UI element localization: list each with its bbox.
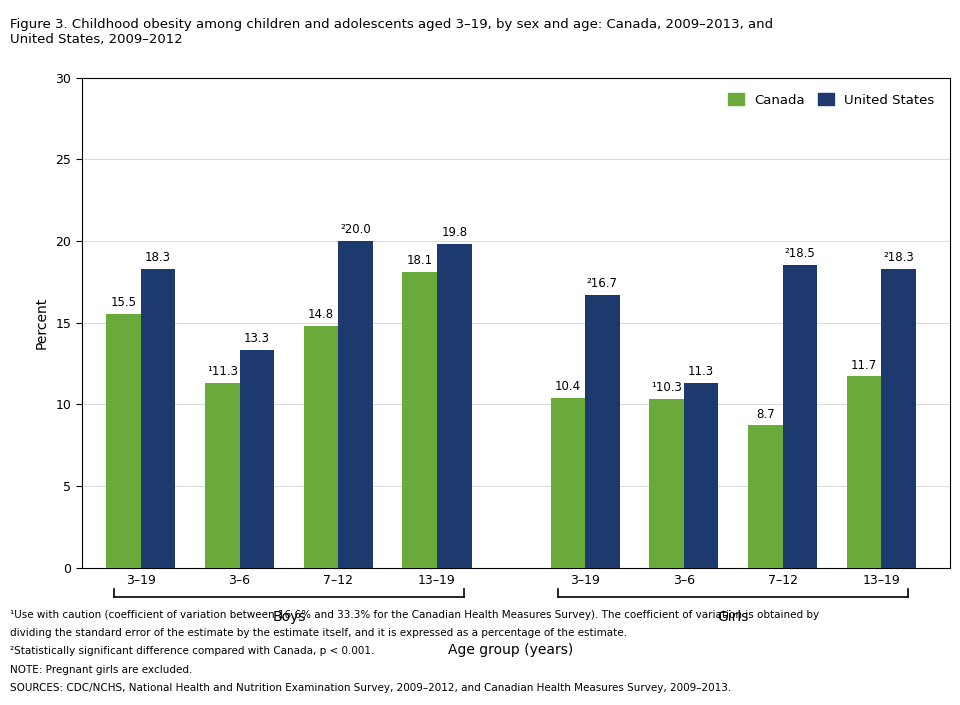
Text: dividing the standard error of the estimate by the estimate itself, and it is ex: dividing the standard error of the estim… — [10, 628, 627, 638]
Text: ²16.7: ²16.7 — [587, 277, 618, 290]
Text: 10.4: 10.4 — [555, 380, 581, 393]
Bar — [303, 326, 338, 568]
Bar — [847, 376, 881, 568]
Text: ¹10.3: ¹10.3 — [651, 381, 682, 394]
Bar — [338, 241, 372, 568]
Bar — [748, 425, 782, 568]
Text: 8.7: 8.7 — [756, 407, 775, 420]
Bar — [141, 269, 176, 568]
Text: Girls: Girls — [717, 610, 749, 624]
Text: 18.3: 18.3 — [145, 251, 171, 264]
Bar — [205, 383, 240, 568]
Text: ²20.0: ²20.0 — [340, 223, 371, 236]
Text: ¹Use with caution (coefficient of variation between 16.6% and 33.3% for the Cana: ¹Use with caution (coefficient of variat… — [10, 610, 819, 620]
Bar — [437, 244, 471, 568]
Text: 13.3: 13.3 — [244, 332, 270, 345]
Bar — [585, 295, 619, 568]
Text: 19.8: 19.8 — [442, 226, 468, 239]
Bar — [240, 350, 275, 568]
Text: ¹11.3: ¹11.3 — [206, 365, 238, 378]
Text: 15.5: 15.5 — [110, 297, 136, 309]
Bar — [881, 269, 916, 568]
Y-axis label: Percent: Percent — [35, 296, 48, 349]
Text: Age group (years): Age group (years) — [448, 643, 574, 656]
Bar — [107, 314, 141, 568]
Text: ²18.3: ²18.3 — [883, 251, 914, 264]
Text: Figure 3. Childhood obesity among children and adolescents aged 3–19, by sex and: Figure 3. Childhood obesity among childr… — [10, 18, 773, 46]
Text: ²Statistically significant difference compared with Canada, p < 0.001.: ²Statistically significant difference co… — [10, 646, 374, 656]
Text: 18.1: 18.1 — [407, 254, 433, 267]
Text: Boys: Boys — [273, 610, 305, 624]
Text: NOTE: Pregnant girls are excluded.: NOTE: Pregnant girls are excluded. — [10, 665, 192, 675]
Text: 14.8: 14.8 — [308, 308, 334, 321]
Text: 11.7: 11.7 — [851, 359, 877, 372]
Bar — [649, 399, 684, 568]
Bar — [782, 265, 817, 568]
Bar — [402, 272, 437, 568]
Text: ²18.5: ²18.5 — [784, 247, 815, 260]
Bar — [684, 383, 718, 568]
Legend: Canada, United States: Canada, United States — [723, 88, 940, 112]
Text: 11.3: 11.3 — [688, 365, 714, 378]
Bar — [550, 398, 585, 568]
Text: SOURCES: CDC/NCHS, National Health and Nutrition Examination Survey, 2009–2012, : SOURCES: CDC/NCHS, National Health and N… — [10, 683, 731, 693]
